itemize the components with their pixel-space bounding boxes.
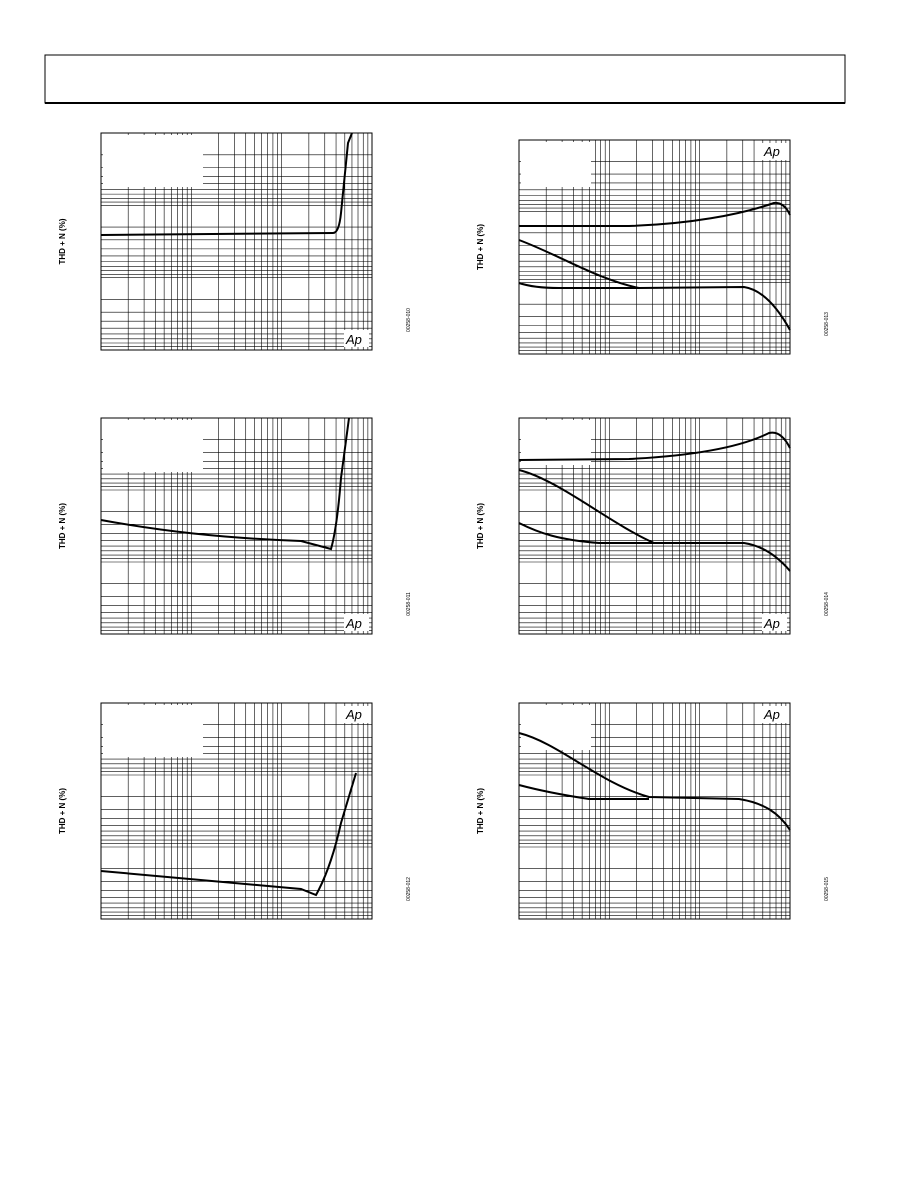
y-axis-label: THD + N (%) bbox=[58, 788, 67, 834]
legend-area bbox=[103, 705, 203, 757]
logo-bg bbox=[762, 143, 787, 160]
plot: Ap THD + N (%) 00258-011 bbox=[58, 417, 412, 635]
logo-bg bbox=[344, 614, 369, 631]
figure-id: 00258-012 bbox=[406, 877, 412, 901]
curve bbox=[519, 201, 791, 227]
grid bbox=[519, 703, 790, 919]
curve bbox=[100, 772, 357, 897]
legend-area bbox=[521, 705, 591, 750]
plot: Ap THD + N (%) 00258-012 bbox=[58, 702, 412, 920]
logo: Ap bbox=[763, 707, 780, 722]
frame bbox=[100, 132, 373, 351]
legend-area bbox=[521, 142, 591, 187]
curve bbox=[100, 132, 353, 236]
figure-id: 00258-013 bbox=[824, 312, 830, 336]
y-axis-label: THD + N (%) bbox=[476, 224, 485, 270]
logo-bg bbox=[762, 706, 787, 723]
curve bbox=[518, 469, 791, 572]
legend-area bbox=[103, 420, 203, 472]
figure-id: 00258-010 bbox=[406, 308, 412, 332]
frame bbox=[518, 139, 791, 355]
curve bbox=[518, 522, 654, 544]
figure-id: 00258-014 bbox=[824, 592, 830, 616]
plot: Ap THD + N (%) 00258-010 bbox=[58, 132, 412, 351]
frame bbox=[100, 702, 373, 920]
logo: Ap bbox=[763, 616, 780, 631]
plot: Ap THD + N (%) 00258-015 bbox=[476, 702, 830, 920]
curve bbox=[518, 784, 649, 800]
frame bbox=[518, 417, 791, 635]
logo: Ap bbox=[345, 707, 362, 722]
legend-area bbox=[521, 420, 591, 465]
curve bbox=[518, 282, 639, 289]
legend-area bbox=[103, 135, 203, 187]
plot: Ap THD + N (%) 00258-014 bbox=[476, 417, 830, 635]
figure-id: 00258-011 bbox=[406, 592, 412, 616]
logo-bg bbox=[344, 330, 369, 347]
y-axis-label: THD + N (%) bbox=[58, 503, 67, 549]
frame bbox=[518, 702, 791, 920]
curve bbox=[100, 417, 350, 551]
y-axis-label: THD + N (%) bbox=[58, 218, 67, 264]
figure-id: 00258-015 bbox=[824, 877, 830, 901]
header-box bbox=[44, 54, 846, 104]
curve bbox=[518, 431, 791, 461]
logo: Ap bbox=[345, 332, 362, 347]
logo-bg bbox=[344, 706, 369, 723]
grid bbox=[519, 140, 790, 354]
logo: Ap bbox=[345, 616, 362, 631]
y-axis-label: THD + N (%) bbox=[476, 788, 485, 834]
frame bbox=[100, 417, 373, 635]
y-axis-label: THD + N (%) bbox=[476, 503, 485, 549]
logo: Ap bbox=[763, 144, 780, 159]
logo-bg bbox=[762, 614, 787, 631]
plot: Ap THD + N (%) 00258-013 bbox=[476, 139, 830, 355]
curve bbox=[518, 732, 791, 831]
